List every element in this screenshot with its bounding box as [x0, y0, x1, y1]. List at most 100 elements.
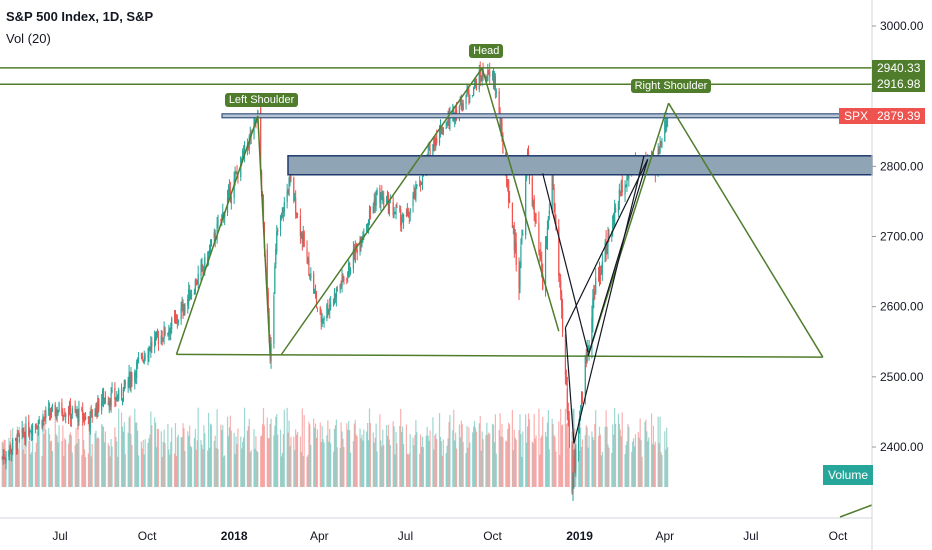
volume-bar — [598, 426, 601, 487]
volume-bar — [301, 408, 303, 487]
volume-bar — [356, 436, 358, 487]
candle-body — [435, 138, 437, 147]
candle-body — [151, 341, 153, 347]
volume-bar — [528, 419, 531, 487]
volume-bar — [526, 426, 529, 487]
volume-bar — [333, 428, 336, 487]
candle-body — [266, 249, 268, 292]
volume-bar — [150, 411, 152, 487]
volume-bar — [267, 438, 269, 487]
volume-bar — [408, 453, 410, 487]
volume-bar — [382, 429, 384, 487]
candle-body — [521, 236, 523, 243]
candle-body — [121, 398, 124, 400]
volume-bar — [229, 415, 231, 487]
volume-bar — [580, 446, 583, 487]
volume-bar — [652, 425, 655, 487]
volume-bar — [12, 427, 14, 487]
volume-bar — [376, 451, 378, 487]
candle-body — [314, 290, 317, 296]
candle-body — [201, 263, 203, 265]
volume-bar — [176, 437, 178, 487]
volume-bar — [654, 441, 656, 487]
volume-bar — [501, 424, 503, 487]
candle-body — [109, 401, 111, 406]
volume-bar — [175, 456, 178, 487]
candle-body — [432, 144, 434, 162]
volume-bar — [222, 425, 224, 487]
volume-bar — [243, 437, 245, 487]
volume-bar — [355, 434, 357, 487]
candle-body — [242, 150, 244, 162]
volume-bar — [261, 424, 264, 487]
volume-bar — [631, 451, 633, 487]
candle-body — [597, 278, 600, 280]
candle-body — [74, 405, 76, 411]
volume-bar — [1, 441, 3, 487]
candle-body — [130, 375, 132, 386]
volume-bar — [445, 453, 447, 487]
candle-body — [243, 145, 246, 155]
candle-body — [472, 95, 474, 97]
volume-bar — [495, 453, 497, 487]
volume-bar — [363, 429, 365, 487]
volume-bar — [565, 424, 567, 487]
volume-bar — [129, 415, 131, 487]
candle-body — [664, 120, 666, 142]
volume-bar — [664, 431, 666, 487]
volume-bar — [593, 440, 595, 487]
candle-body — [97, 397, 99, 417]
volume-bar — [587, 447, 589, 487]
candle-body — [154, 332, 157, 341]
candle-body — [134, 371, 136, 382]
candle-body — [511, 203, 514, 228]
volume-bar — [572, 408, 574, 487]
x-tick-label: Oct — [483, 529, 502, 543]
candle-body — [540, 254, 542, 260]
candle-body — [173, 316, 176, 318]
candle-body — [69, 403, 72, 419]
candle-body — [267, 291, 269, 314]
volume-bar — [314, 423, 317, 487]
head-down-line — [481, 67, 560, 332]
candle-body — [162, 338, 164, 340]
volume-bar — [402, 426, 404, 487]
volume-bar — [641, 456, 643, 487]
volume-bar — [135, 422, 137, 487]
candle-body — [614, 207, 617, 213]
candle-body — [321, 318, 323, 323]
candle-body — [554, 203, 556, 221]
volume-bar — [164, 443, 166, 487]
candle-body — [147, 354, 149, 358]
candle-body — [104, 397, 107, 403]
volume-bar — [546, 422, 549, 487]
volume-bar — [573, 408, 575, 487]
volume-bar — [409, 434, 411, 487]
volume-bar — [508, 422, 510, 487]
x-tick-label: Jul — [743, 529, 758, 543]
volume-bar — [393, 426, 395, 487]
candle-body — [372, 206, 374, 214]
candle-body — [187, 298, 189, 306]
candle-body — [588, 344, 590, 350]
candle-body — [334, 294, 337, 300]
candle-body — [420, 182, 422, 185]
volume-bar — [107, 443, 109, 487]
volume-bar — [24, 453, 26, 487]
volume-bar — [90, 456, 92, 487]
candle-body — [81, 408, 83, 410]
volume-bar — [181, 437, 183, 487]
volume-bar — [446, 445, 448, 487]
candle-body — [508, 180, 510, 202]
candle-body — [658, 148, 660, 155]
volume-bar — [460, 420, 462, 487]
volume-bar — [184, 450, 186, 487]
volume-bar — [454, 440, 456, 487]
volume-bar — [294, 450, 296, 487]
candle-body — [346, 278, 348, 280]
candle-body — [561, 293, 563, 309]
price-tag-upper-line: 2940.33 — [872, 59, 926, 76]
candle-body — [489, 70, 491, 77]
left-shoulder-down-line — [257, 115, 271, 355]
